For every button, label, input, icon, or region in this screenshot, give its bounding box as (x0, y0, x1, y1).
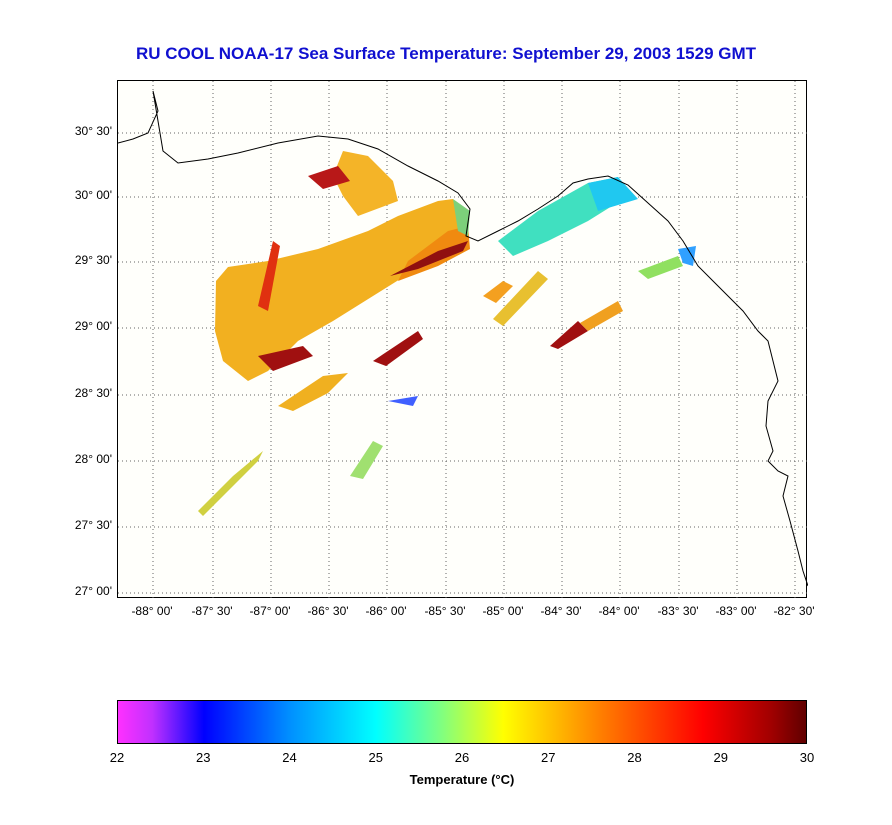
sst-streak-5 (258, 241, 280, 311)
lon-tick-label: -87° 00' (249, 604, 291, 618)
lon-tick-label: -86° 30' (307, 604, 349, 618)
colorbar-tick-label: 27 (541, 750, 556, 765)
lat-tick-label: 28° 30' (74, 386, 112, 400)
colorbar-tick-label: 26 (454, 750, 470, 765)
colorbar-tick-label: 28 (627, 750, 642, 765)
lon-tick-label: -83° 30' (657, 604, 699, 618)
lon-tick-label: -85° 30' (424, 604, 466, 618)
sst-streak-2 (258, 346, 313, 371)
sst-patch-coast (453, 199, 470, 236)
sst-map (118, 81, 808, 599)
map-grid (118, 81, 808, 599)
sst-streak-8 (493, 271, 548, 326)
sst-streak-6 (278, 373, 348, 411)
sst-patch-north (333, 151, 398, 216)
lon-tick-label: -88° 00' (131, 604, 173, 618)
sst-streak-3 (373, 331, 423, 366)
sst-streak-4 (550, 321, 588, 349)
colorbar-tick-label: 22 (109, 750, 125, 765)
lon-tick-label: -82° 30' (773, 604, 815, 618)
lat-tick-label: 28° 00' (74, 452, 112, 466)
lat-tick-label: 27° 00' (74, 584, 112, 598)
sst-data-patches (198, 151, 696, 516)
coastline (118, 90, 808, 587)
colorbar-tick-label: 29 (713, 750, 728, 765)
lon-tick-label: -86° 00' (365, 604, 407, 618)
chart-title: RU COOL NOAA-17 Sea Surface Temperature:… (135, 44, 757, 63)
map-frame[interactable] (117, 80, 808, 599)
colorbar-tick-label: 30 (799, 750, 815, 765)
sst-streak-7 (483, 281, 513, 303)
sst-patch-cedarkey (678, 246, 696, 266)
colorbar-tick-label: 23 (196, 750, 211, 765)
colorbar-tick-label: 24 (282, 750, 297, 765)
lon-tick-label: -87° 30' (191, 604, 233, 618)
coastline-panhandle (118, 90, 808, 587)
sst-patch-bigbend-cyan (588, 177, 638, 211)
sst-streak-11 (198, 451, 263, 516)
colorbar (117, 700, 807, 744)
sst-streak-12 (388, 396, 418, 406)
lon-tick-label: -83° 00' (715, 604, 757, 618)
lat-tick-label: 29° 00' (74, 319, 112, 333)
sst-patch-main (215, 199, 463, 381)
lon-tick-label: -84° 00' (598, 604, 640, 618)
lat-tick-label: 30° 00' (74, 188, 112, 202)
colorbar-tick-label: 25 (368, 750, 383, 765)
lat-tick-label: 29° 30' (74, 253, 112, 267)
sst-patch-north-red (308, 166, 350, 189)
lon-tick-label: -84° 30' (540, 604, 582, 618)
sst-streak-10 (350, 441, 383, 479)
sst-patch-green (638, 256, 683, 279)
lon-tick-label: -85° 00' (482, 604, 524, 618)
sst-streak-1 (390, 241, 468, 276)
lat-tick-label: 30° 30' (74, 124, 112, 138)
lat-tick-label: 27° 30' (74, 518, 112, 532)
colorbar-label: Temperature (°C) (409, 772, 515, 787)
sst-streak-9 (580, 301, 623, 331)
